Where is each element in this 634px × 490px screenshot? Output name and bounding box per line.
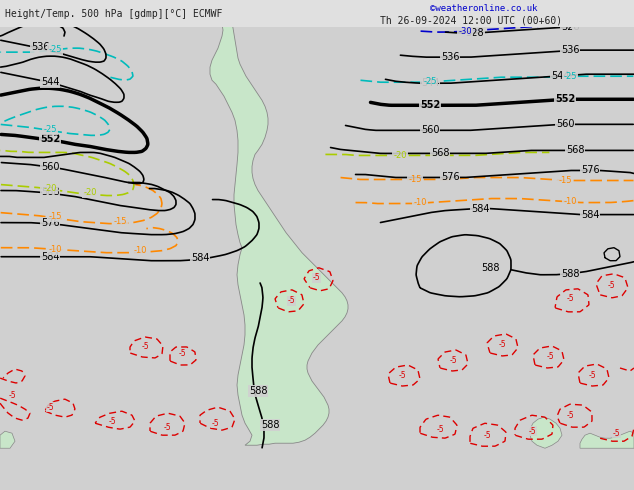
Text: -5: -5 (612, 429, 620, 438)
Text: Th 26-09-2024 12:00 UTC (00+60): Th 26-09-2024 12:00 UTC (00+60) (380, 15, 562, 25)
Text: -25: -25 (424, 77, 437, 86)
Text: 576: 576 (581, 166, 599, 175)
Text: -5: -5 (178, 349, 186, 359)
Text: -10: -10 (48, 245, 61, 254)
Text: 576: 576 (441, 172, 459, 182)
Bar (0, 0, 634, 27)
Text: -20: -20 (43, 184, 57, 193)
Text: 544: 544 (41, 77, 59, 87)
Text: 588: 588 (481, 263, 499, 273)
Text: 568: 568 (430, 148, 450, 158)
Text: -30: -30 (573, 20, 587, 28)
Text: -5: -5 (163, 423, 171, 432)
Text: 588: 588 (560, 269, 579, 279)
Text: 584: 584 (471, 203, 489, 214)
Text: -15: -15 (408, 175, 422, 184)
Text: -5: -5 (287, 296, 295, 305)
Text: -15: -15 (559, 176, 572, 185)
Text: -5: -5 (566, 294, 574, 303)
Text: 536: 536 (560, 45, 579, 55)
Text: -5: -5 (607, 281, 615, 290)
Text: 576: 576 (41, 218, 60, 228)
Text: -5: -5 (546, 352, 554, 362)
Text: -512: -512 (299, 6, 321, 16)
Text: 588: 588 (261, 420, 279, 430)
Text: -5: -5 (449, 357, 457, 366)
Text: -25: -25 (563, 72, 577, 81)
Text: 560: 560 (41, 163, 59, 172)
Text: -5: -5 (46, 403, 54, 412)
Text: -25: -25 (43, 125, 57, 134)
Text: -30: -30 (458, 26, 472, 36)
Text: -20: -20 (393, 151, 407, 160)
Text: -5: -5 (588, 370, 596, 380)
Text: -10: -10 (413, 198, 427, 207)
Text: 552: 552 (420, 100, 440, 110)
Text: -20: -20 (83, 188, 97, 197)
Text: 536: 536 (441, 52, 459, 62)
Text: 528: 528 (560, 22, 579, 32)
Text: 568: 568 (41, 187, 59, 196)
Text: 544: 544 (421, 78, 439, 88)
Text: -15: -15 (113, 217, 127, 226)
Text: 520: 520 (470, 8, 489, 18)
Polygon shape (208, 0, 348, 445)
Text: 560: 560 (421, 125, 439, 135)
Polygon shape (0, 431, 15, 448)
Text: -5: -5 (398, 370, 406, 380)
Text: 536: 536 (31, 42, 49, 52)
Text: -5: -5 (312, 273, 320, 282)
Text: -5: -5 (498, 341, 506, 349)
Polygon shape (530, 417, 562, 448)
Text: -5: -5 (8, 391, 16, 399)
Text: -15: -15 (48, 212, 61, 221)
Text: 544: 544 (551, 71, 569, 81)
Text: -5: -5 (211, 418, 219, 428)
Text: 584: 584 (191, 253, 209, 263)
Text: -5: -5 (483, 431, 491, 440)
Text: -5: -5 (108, 416, 116, 426)
Text: 584: 584 (581, 210, 599, 220)
Polygon shape (580, 431, 634, 448)
Text: -10: -10 (133, 246, 146, 255)
Text: 568: 568 (566, 146, 585, 155)
Text: 552: 552 (555, 94, 575, 104)
Text: -5: -5 (566, 411, 574, 419)
Text: Height/Temp. 500 hPa [gdmp][°C] ECMWF: Height/Temp. 500 hPa [gdmp][°C] ECMWF (5, 9, 223, 19)
Text: -10: -10 (563, 197, 577, 206)
Text: -5: -5 (528, 427, 536, 436)
Text: 584: 584 (41, 252, 59, 262)
Text: 528: 528 (466, 28, 484, 38)
Text: 520: 520 (555, 2, 574, 12)
Text: -25: -25 (48, 45, 61, 53)
Text: 560: 560 (556, 120, 574, 129)
Text: 552: 552 (40, 134, 60, 145)
Text: -5: -5 (436, 425, 444, 434)
Text: 588: 588 (249, 386, 268, 396)
Text: -5: -5 (141, 343, 149, 351)
Text: ©weatheronline.co.uk: ©weatheronline.co.uk (430, 3, 538, 13)
